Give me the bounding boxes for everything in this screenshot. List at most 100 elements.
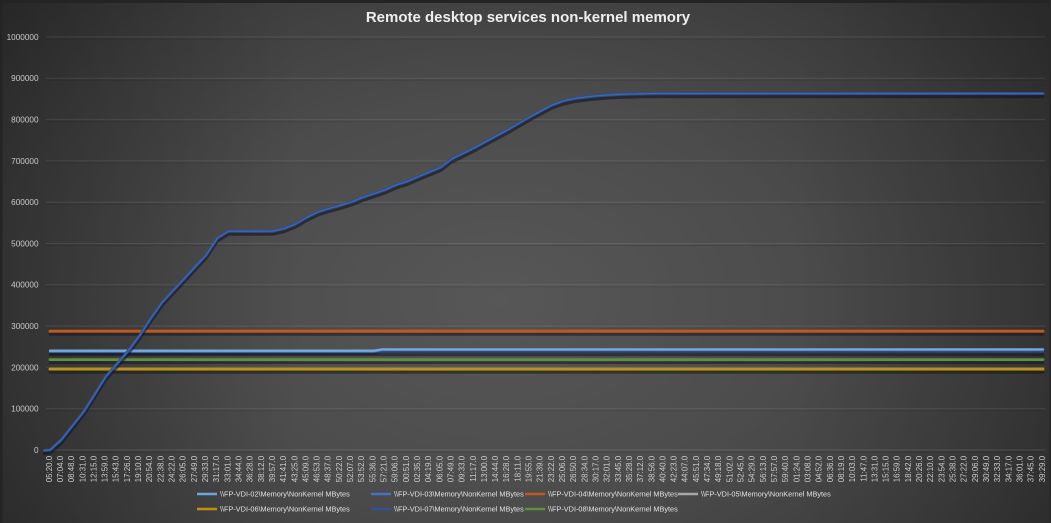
svg-text:36:01.0: 36:01.0 xyxy=(1016,455,1025,482)
svg-text:44:07.0: 44:07.0 xyxy=(681,455,690,482)
svg-text:24:22.0: 24:22.0 xyxy=(168,455,177,482)
svg-text:17:26.0: 17:26.0 xyxy=(123,455,132,482)
svg-text:23:54.0: 23:54.0 xyxy=(937,455,946,482)
svg-text:0: 0 xyxy=(34,446,39,455)
svg-text:09:33.0: 09:33.0 xyxy=(458,455,467,482)
svg-text:54:29.0: 54:29.0 xyxy=(748,455,757,482)
svg-text:34:44.0: 34:44.0 xyxy=(235,455,244,482)
svg-text:04:19.0: 04:19.0 xyxy=(424,455,433,482)
svg-text:45:09.0: 45:09.0 xyxy=(301,455,310,482)
svg-text:25:06.0: 25:06.0 xyxy=(558,455,567,482)
svg-text:45:51.0: 45:51.0 xyxy=(692,455,701,482)
svg-text:53:52.0: 53:52.0 xyxy=(357,455,366,482)
svg-text:51:02.0: 51:02.0 xyxy=(725,455,734,482)
svg-text:46:53.0: 46:53.0 xyxy=(313,455,322,482)
svg-text:11:17.0: 11:17.0 xyxy=(469,455,478,481)
svg-text:06:36.0: 06:36.0 xyxy=(826,455,835,482)
svg-text:47:34.0: 47:34.0 xyxy=(703,455,712,482)
svg-text:\\FP-VDI-07\Memory\NonKernel M: \\FP-VDI-07\Memory\NonKernel MBytes xyxy=(394,505,524,514)
svg-text:27:22.0: 27:22.0 xyxy=(960,455,969,482)
svg-text:59:40.0: 59:40.0 xyxy=(781,455,790,482)
svg-text:25:38.0: 25:38.0 xyxy=(949,455,958,482)
svg-text:59:06.0: 59:06.0 xyxy=(391,455,400,482)
svg-text:23:22.0: 23:22.0 xyxy=(547,455,556,482)
svg-text:08:19.0: 08:19.0 xyxy=(837,455,846,482)
svg-text:49:18.0: 49:18.0 xyxy=(714,455,723,482)
svg-text:32:33.0: 32:33.0 xyxy=(993,455,1002,482)
svg-text:30:17.0: 30:17.0 xyxy=(592,455,601,482)
svg-text:28:34.0: 28:34.0 xyxy=(580,455,589,482)
svg-text:13:59.0: 13:59.0 xyxy=(101,455,110,482)
svg-text:14:44.0: 14:44.0 xyxy=(491,455,500,482)
svg-text:20:54.0: 20:54.0 xyxy=(145,455,154,482)
svg-text:48:37.0: 48:37.0 xyxy=(324,455,333,482)
svg-text:\\FP-VDI-03\Memory\NonKernel M: \\FP-VDI-03\Memory\NonKernel MBytes xyxy=(394,490,524,499)
svg-text:12:15.0: 12:15.0 xyxy=(89,455,98,482)
svg-text:700000: 700000 xyxy=(11,157,39,166)
svg-text:37:12.0: 37:12.0 xyxy=(636,455,645,482)
svg-text:11:47.0: 11:47.0 xyxy=(859,455,868,481)
svg-text:\\FP-VDI-05\Memory\NonKernel M: \\FP-VDI-05\Memory\NonKernel MBytes xyxy=(701,490,831,499)
svg-text:27:49.0: 27:49.0 xyxy=(190,455,199,482)
svg-text:06:05.0: 06:05.0 xyxy=(435,455,444,482)
svg-text:400000: 400000 xyxy=(11,281,39,290)
svg-text:29:06.0: 29:06.0 xyxy=(971,455,980,482)
svg-text:52:45.0: 52:45.0 xyxy=(737,455,746,482)
svg-text:56:13.0: 56:13.0 xyxy=(759,455,768,482)
svg-text:36:28.0: 36:28.0 xyxy=(246,455,255,482)
svg-text:10:03.0: 10:03.0 xyxy=(848,455,857,482)
svg-text:10:31.0: 10:31.0 xyxy=(78,455,87,482)
svg-text:03:08.0: 03:08.0 xyxy=(804,455,813,482)
svg-text:05:20.0: 05:20.0 xyxy=(45,455,54,482)
svg-text:38:12.0: 38:12.0 xyxy=(257,455,266,482)
svg-text:39:57.0: 39:57.0 xyxy=(268,455,277,482)
svg-text:300000: 300000 xyxy=(11,322,39,331)
svg-text:13:00.0: 13:00.0 xyxy=(480,455,489,482)
svg-text:\\FP-VDI-04\Memory\NonKernel M: \\FP-VDI-04\Memory\NonKernel MBytes xyxy=(548,490,678,499)
svg-text:39:29.0: 39:29.0 xyxy=(1038,455,1047,482)
svg-text:900000: 900000 xyxy=(11,74,39,83)
svg-text:43:25.0: 43:25.0 xyxy=(290,455,299,482)
svg-text:35:28.0: 35:28.0 xyxy=(625,455,634,482)
svg-text:04:52.0: 04:52.0 xyxy=(815,455,824,482)
svg-text:31:17.0: 31:17.0 xyxy=(212,455,221,482)
svg-text:26:50.0: 26:50.0 xyxy=(569,455,578,482)
svg-text:07:04.0: 07:04.0 xyxy=(56,455,65,482)
svg-text:15:15.0: 15:15.0 xyxy=(882,455,891,482)
svg-text:20:26.0: 20:26.0 xyxy=(915,455,924,482)
svg-text:13:31.0: 13:31.0 xyxy=(870,455,879,482)
svg-text:29:33.0: 29:33.0 xyxy=(201,455,210,482)
svg-text:18:11.0: 18:11.0 xyxy=(513,455,522,481)
svg-text:26:05.0: 26:05.0 xyxy=(179,455,188,482)
svg-text:800000: 800000 xyxy=(11,116,39,125)
svg-text:02:35.0: 02:35.0 xyxy=(413,455,422,482)
svg-text:600000: 600000 xyxy=(11,198,39,207)
svg-text:200000: 200000 xyxy=(11,363,39,372)
svg-text:34:17.0: 34:17.0 xyxy=(1004,455,1013,482)
svg-text:32:01.0: 32:01.0 xyxy=(603,455,612,482)
svg-text:Remote desktop services non-ke: Remote desktop services non-kernel memor… xyxy=(366,9,691,26)
svg-text:1000000: 1000000 xyxy=(7,33,39,42)
svg-text:100000: 100000 xyxy=(11,405,39,414)
svg-text:16:28.0: 16:28.0 xyxy=(502,455,511,482)
svg-text:21:39.0: 21:39.0 xyxy=(536,455,545,482)
svg-text:19:55.0: 19:55.0 xyxy=(525,455,534,482)
svg-text:\\FP-VDI-08\Memory\NonKernel M: \\FP-VDI-08\Memory\NonKernel MBytes xyxy=(548,505,678,514)
svg-text:22:38.0: 22:38.0 xyxy=(156,455,165,482)
svg-text:\\FP-VDI-02\Memory\NonKernel M: \\FP-VDI-02\Memory\NonKernel MBytes xyxy=(220,490,350,499)
svg-text:57:21.0: 57:21.0 xyxy=(380,455,389,482)
svg-text:38:56.0: 38:56.0 xyxy=(647,455,656,482)
svg-text:41:41.0: 41:41.0 xyxy=(279,455,288,482)
svg-text:08:48.0: 08:48.0 xyxy=(67,455,76,482)
svg-text:22:10.0: 22:10.0 xyxy=(926,455,935,482)
svg-text:15:43.0: 15:43.0 xyxy=(112,455,121,482)
svg-text:55:36.0: 55:36.0 xyxy=(368,455,377,482)
svg-text:42:23.0: 42:23.0 xyxy=(670,455,679,482)
svg-text:01:24.0: 01:24.0 xyxy=(792,455,801,482)
svg-text:50:22.0: 50:22.0 xyxy=(335,455,344,482)
svg-text:52:07.0: 52:07.0 xyxy=(346,455,355,482)
svg-text:16:59.0: 16:59.0 xyxy=(893,455,902,482)
svg-text:00:51.0: 00:51.0 xyxy=(402,455,411,482)
svg-text:19:10.0: 19:10.0 xyxy=(134,455,143,482)
svg-text:30:49.0: 30:49.0 xyxy=(982,455,991,482)
